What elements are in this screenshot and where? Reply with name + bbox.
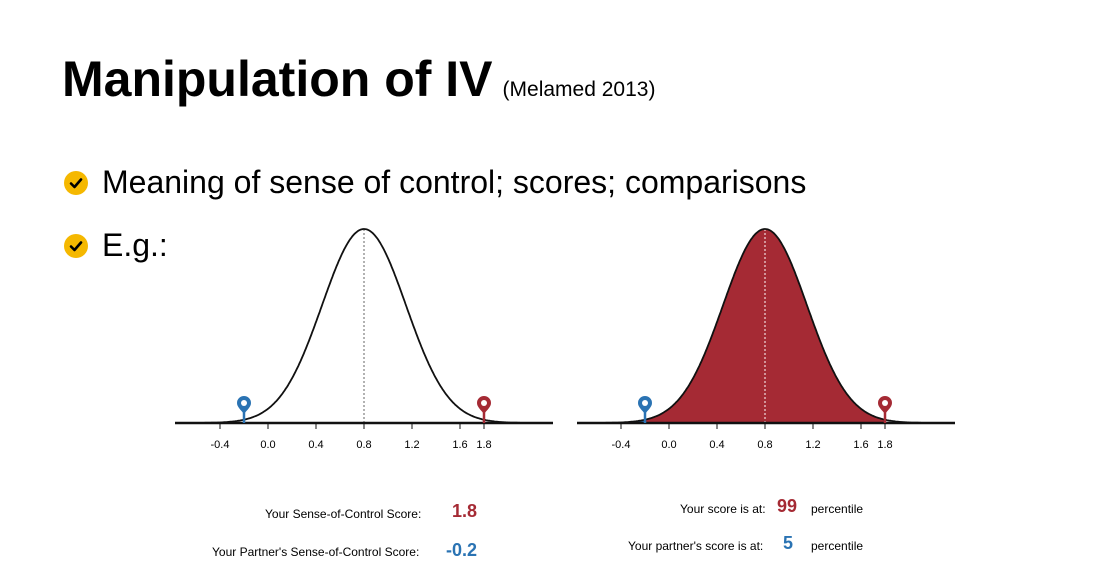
partner-score-value: -0.2 — [446, 540, 478, 560]
location-pin-icon — [477, 396, 491, 423]
location-pin-icon — [878, 396, 892, 423]
bullet-item-1: Meaning of sense of control; scores; com… — [64, 164, 806, 201]
self-score-label: Your Sense-of-Control Score: — [265, 507, 422, 521]
x-tick-label: 0.8 — [757, 439, 772, 451]
x-tick-label: -0.4 — [211, 439, 230, 451]
x-tick-label: 0.4 — [709, 439, 724, 451]
x-tick-label: 1.8 — [877, 439, 892, 451]
x-tick-label: 1.6 — [853, 439, 868, 451]
slide-title: Manipulation of IV (Melamed 2013) — [62, 50, 655, 108]
density-curve — [202, 228, 520, 424]
self-percentile-label: Your score is at: — [680, 502, 766, 516]
title-main: Manipulation of IV — [62, 51, 493, 107]
partner-percentile-label: Your partner's score is at: — [628, 539, 764, 553]
bullet-text-1: Meaning of sense of control; scores; com… — [102, 164, 807, 200]
location-pin-icon — [237, 396, 251, 423]
partner-percentile-suffix: percentile — [811, 539, 864, 553]
check-circle-icon — [64, 233, 88, 258]
x-tick-label: 0.0 — [661, 439, 676, 451]
partner-score-label: Your Partner's Sense-of-Control Score: — [212, 545, 420, 559]
bullet-text-2: E.g.: — [102, 227, 168, 263]
title-citation: (Melamed 2013) — [502, 78, 656, 101]
self-percentile-suffix: percentile — [811, 502, 864, 516]
self-score-value: 1.8 — [452, 501, 478, 521]
density-curve — [603, 228, 921, 424]
x-tick-label: 0.0 — [260, 439, 275, 451]
x-tick-label: 1.8 — [476, 439, 491, 451]
x-tick-label: 1.6 — [452, 439, 467, 451]
partner-percentile-value: 5 — [783, 533, 794, 553]
x-tick-label: 1.2 — [805, 439, 820, 451]
check-circle-icon — [64, 170, 88, 195]
x-tick-label: 0.8 — [356, 439, 371, 451]
x-tick-label: 0.4 — [308, 439, 323, 451]
bullet-item-2: E.g.: — [64, 227, 168, 264]
self-percentile-value: 99 — [777, 496, 798, 516]
x-tick-label: -0.4 — [612, 439, 631, 451]
x-tick-label: 1.2 — [404, 439, 419, 451]
location-pin-icon — [638, 396, 652, 423]
